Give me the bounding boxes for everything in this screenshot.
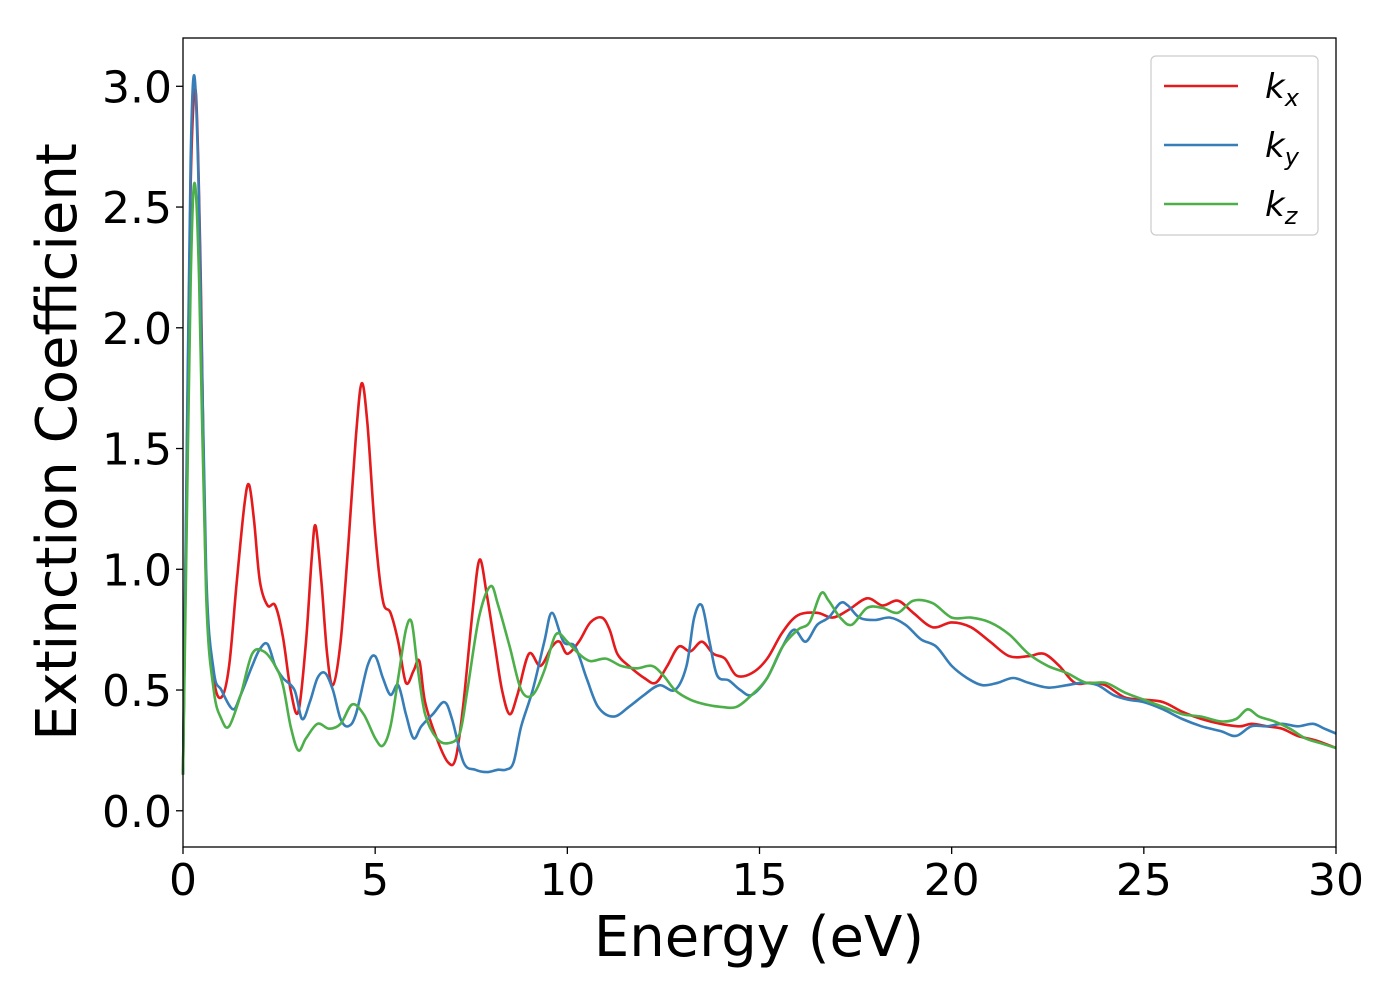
x-tick-label: 5 [361, 855, 389, 906]
y-tick-label: 0.0 [102, 787, 172, 838]
x-axis: 0 5 10 15 20 25 30 [169, 847, 1364, 906]
y-tick-label: 3.0 [102, 62, 172, 113]
legend-label-y: ky [1265, 126, 1300, 171]
y-tick-label: 2.0 [102, 304, 172, 355]
legend-label-z: kz [1265, 185, 1299, 230]
x-tick-label: 0 [169, 855, 197, 906]
legend-entries: kx ky kz [1164, 67, 1300, 230]
series-layer [181, 73, 1337, 775]
series-line-z [181, 181, 1337, 775]
x-tick-label: 20 [924, 855, 980, 906]
y-axis: 0.0 0.5 1.0 1.5 2.0 2.5 3.0 [102, 62, 183, 838]
x-tick-label: 10 [539, 855, 595, 906]
series-line-x [181, 87, 1337, 775]
y-tick-label: 0.5 [102, 666, 172, 717]
y-tick-label: 2.5 [102, 183, 172, 234]
y-axis-title: Extinction Coefficient [25, 143, 90, 741]
x-tick-label: 30 [1308, 855, 1364, 906]
legend: kx ky kz [1150, 55, 1319, 236]
legend-label-x: kx [1265, 67, 1300, 112]
x-tick-label: 25 [1116, 855, 1172, 906]
y-tick-label: 1.5 [102, 425, 172, 476]
x-axis-title: Energy (eV) [594, 905, 924, 970]
y-tick-label: 1.0 [102, 545, 172, 596]
x-tick-label: 15 [732, 855, 788, 906]
